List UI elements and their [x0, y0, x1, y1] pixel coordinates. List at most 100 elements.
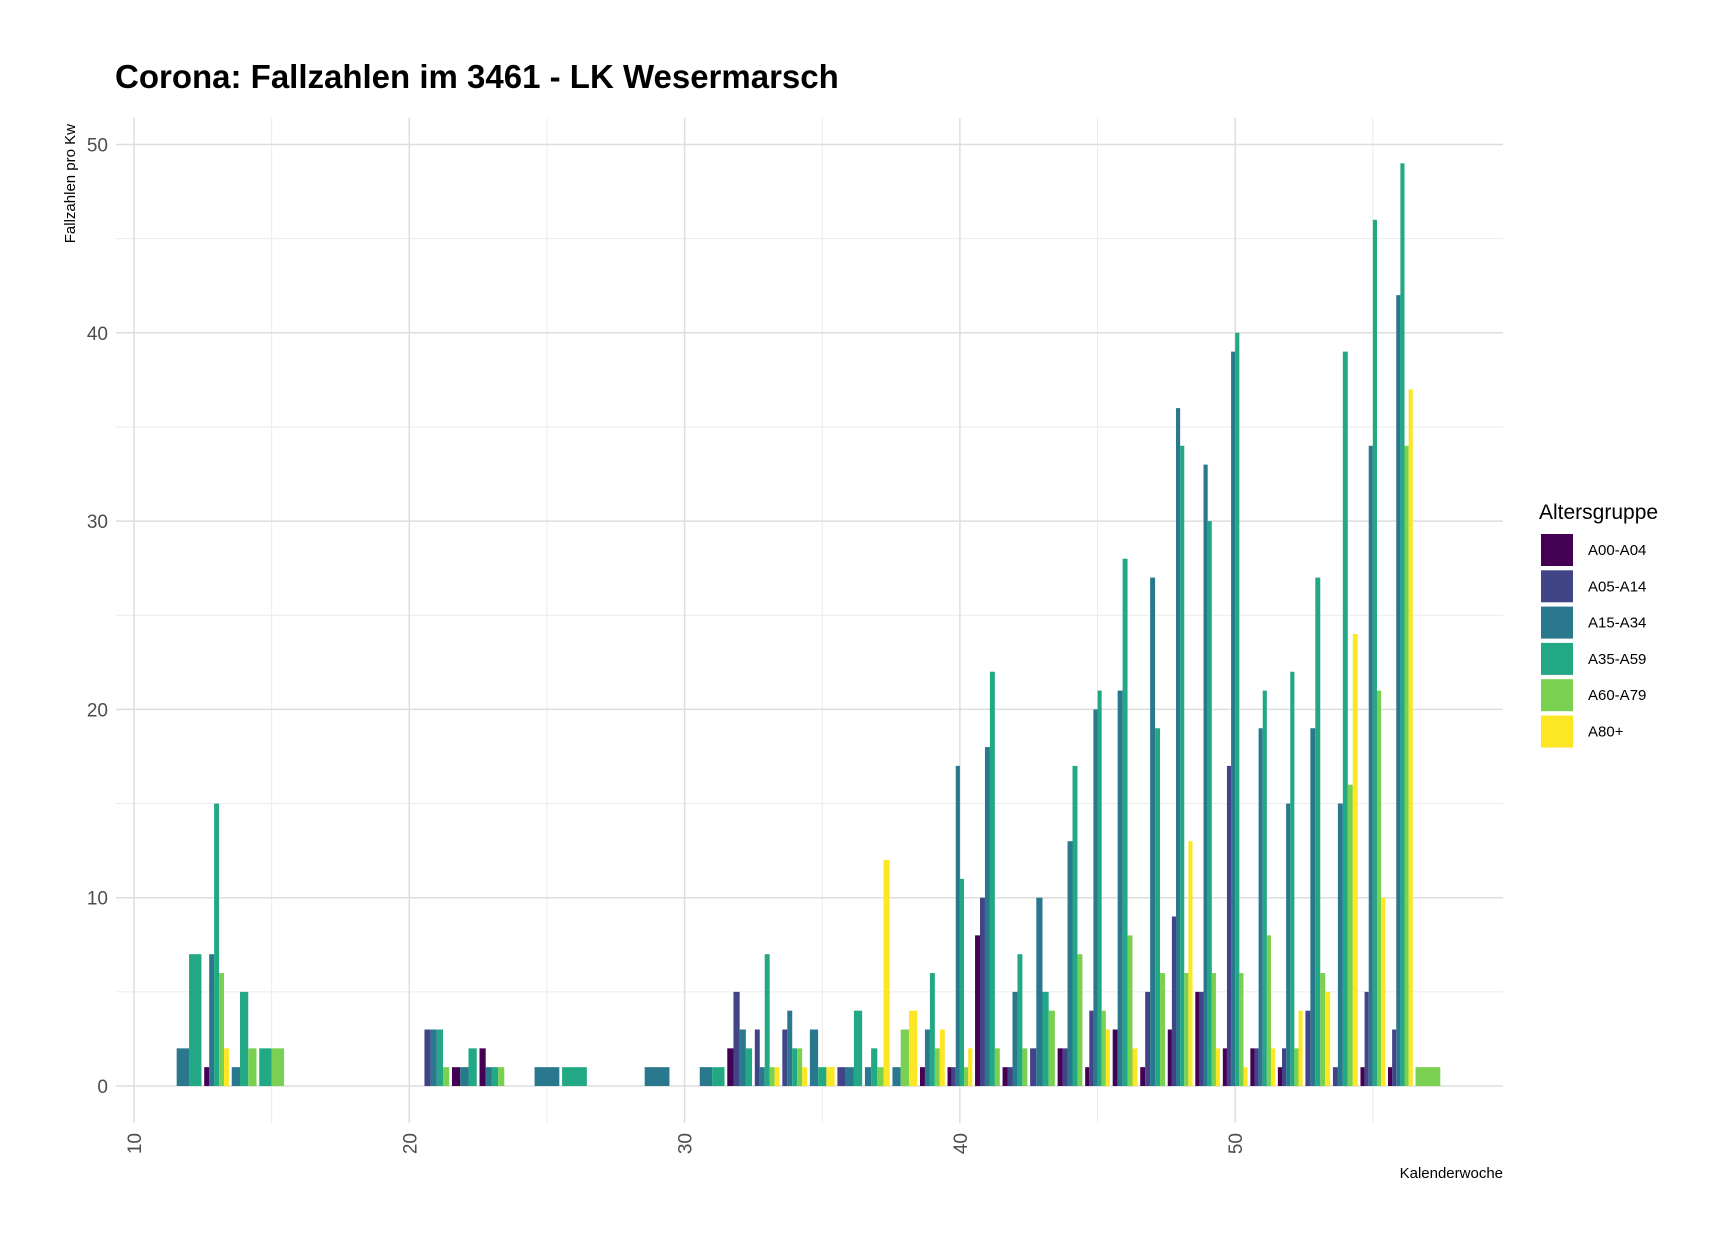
bar-a00-a04-kw56 — [1387, 1067, 1393, 1086]
legend-title: Altersgruppe — [1539, 501, 1658, 524]
bar-a60-a79-kw37 — [877, 1067, 884, 1086]
bar-a80plus-kw54 — [1352, 634, 1358, 1086]
bar-a00-a04-kw41 — [975, 935, 980, 1086]
bar-a35-a59-kw37 — [871, 1048, 878, 1086]
bar-a80plus-kw38 — [908, 1010, 918, 1086]
bar-a00-a04-kw52 — [1277, 1067, 1283, 1086]
bar-a00-a04-kw46 — [1112, 1029, 1118, 1086]
bar-a15-a34-kw38 — [892, 1067, 901, 1086]
bar-a80plus-kw39 — [939, 1029, 945, 1086]
bar-a05-a14-kw40 — [951, 1067, 956, 1086]
bar-a00-a04-kw39 — [919, 1067, 925, 1086]
legend-label: A15-A34 — [1588, 615, 1646, 632]
bar-a60-a79-kw33 — [769, 1067, 775, 1086]
bar-a00-a04-kw51 — [1250, 1048, 1255, 1086]
bar-a00-a04-kw47 — [1140, 1067, 1146, 1086]
bar-a80plus-kw37 — [883, 860, 890, 1086]
bar-a35-a59-kw49 — [1207, 521, 1212, 1086]
bar-a05-a14-kw45 — [1089, 1010, 1094, 1086]
bar-a00-a04-kw13 — [204, 1067, 210, 1086]
bar-a60-a79-kw21 — [443, 1067, 450, 1086]
legend-key — [1541, 715, 1573, 748]
bar-a00-a04-kw22 — [451, 1067, 461, 1086]
bar-a05-a14-kw49 — [1199, 991, 1204, 1086]
bar-a00-a04-kw45 — [1085, 1067, 1090, 1086]
gridlines — [116, 118, 1503, 1123]
bar-a05-a14-kw41 — [979, 897, 985, 1086]
bar-a35-a59-kw12 — [189, 954, 202, 1086]
bar-a60-a79-kw23 — [498, 1067, 505, 1086]
bar-a05-a14-kw44 — [1062, 1048, 1068, 1086]
bar-a15-a34-kw56 — [1396, 295, 1401, 1086]
bar-a80plus-kw49 — [1215, 1048, 1221, 1086]
legend-key — [1541, 642, 1573, 675]
bar-a80plus-kw13 — [224, 1048, 229, 1086]
bar-a00-a04-kw50 — [1222, 1048, 1227, 1086]
legend-key — [1541, 570, 1573, 603]
bar-a05-a14-kw48 — [1171, 916, 1177, 1086]
bar-a15-a34-kw51 — [1258, 728, 1263, 1086]
bar-a35-a59-kw42 — [1017, 954, 1023, 1086]
bar-a35-a59-kw47 — [1155, 728, 1161, 1086]
bar-a15-a34-kw23 — [485, 1067, 492, 1086]
bar-a15-a34-kw31 — [699, 1067, 713, 1086]
bar-a60-a79-kw39 — [934, 1048, 940, 1086]
bar-a60-a79-kw14 — [248, 1048, 257, 1086]
bar-a05-a14-kw21 — [424, 1029, 431, 1086]
bar-a60-a79-kw40 — [964, 1067, 969, 1086]
bar-a35-a59-kw23 — [491, 1067, 499, 1086]
bar-a60-a79-kw55 — [1376, 690, 1382, 1086]
bar-a15-a34-kw45 — [1093, 709, 1098, 1086]
bar-a05-a14-kw50 — [1226, 765, 1232, 1086]
bar-a35-a59-kw48 — [1180, 445, 1185, 1086]
bar-a60-a79-kw53 — [1320, 973, 1326, 1086]
bar-a05-a14-kw54 — [1332, 1067, 1338, 1086]
bar-a80plus-kw40 — [968, 1048, 973, 1086]
bar-a60-a79-kw44 — [1077, 954, 1083, 1086]
bar-a60-a79-kw48 — [1184, 973, 1189, 1086]
bar-a60-a79-kw41 — [994, 1048, 1000, 1086]
bar-a15-a34-kw50 — [1231, 351, 1236, 1086]
bar-a80plus-kw51 — [1270, 1048, 1276, 1086]
bar-a15-a34-kw41 — [984, 747, 990, 1086]
bar-a35-a59-kw40 — [959, 878, 965, 1086]
bar-a35-a59-kw34 — [792, 1048, 798, 1086]
legend-label: A35-A59 — [1588, 651, 1646, 668]
y-tick-label: 50 — [87, 136, 108, 157]
bar-a15-a34-kw13 — [209, 954, 215, 1086]
bar-a00-a04-kw49 — [1195, 991, 1200, 1086]
bar-a05-a14-kw42 — [1007, 1067, 1013, 1086]
bar-a35-a59-kw33 — [764, 954, 770, 1086]
bar-a60-a79-kw46 — [1127, 935, 1133, 1086]
y-tick-label: 20 — [87, 700, 108, 721]
bar-a60-a79-kw57 — [1415, 1067, 1441, 1086]
bar-a15-a34-kw47 — [1150, 577, 1156, 1086]
legend: Altersgruppe A00-A04 A05-A14 A15-A34 A35-A5… — [1539, 501, 1658, 748]
legend-label: A80+ — [1588, 724, 1624, 741]
y-tick-label: 40 — [87, 324, 108, 345]
bar-a15-a34-kw21 — [430, 1029, 437, 1086]
bar-a35-a59-kw32 — [745, 1048, 753, 1086]
bar-a35-a59-kw45 — [1097, 690, 1102, 1086]
bar-a35-a59-kw21 — [436, 1029, 444, 1086]
bar-a60-a79-kw38 — [900, 1029, 909, 1086]
bar-a60-a79-kw13 — [219, 973, 225, 1086]
bar-a35-a59-kw22 — [468, 1048, 477, 1086]
bar-a60-a79-kw42 — [1022, 1048, 1028, 1086]
x-tick-label: 40 — [951, 1133, 972, 1154]
bar-a15-a34-kw12 — [176, 1048, 190, 1086]
bar-a15-a34-kw46 — [1117, 690, 1123, 1086]
bar-a05-a14-kw52 — [1282, 1048, 1287, 1086]
bar-a15-a34-kw42 — [1012, 991, 1018, 1086]
bar-a80plus-kw50 — [1243, 1067, 1248, 1086]
legend-key — [1541, 606, 1573, 639]
bar-a15-a34-kw48 — [1176, 408, 1181, 1086]
bar-a35-a59-kw46 — [1122, 558, 1128, 1086]
bar-a15-a34-kw44 — [1067, 841, 1073, 1086]
x-tick-label: 20 — [400, 1133, 421, 1154]
bar-a15-a34-kw22 — [460, 1067, 469, 1086]
bar-a80plus-kw55 — [1381, 897, 1386, 1086]
bar-a35-a59-kw55 — [1372, 219, 1377, 1086]
x-tick-label: 10 — [125, 1133, 146, 1154]
